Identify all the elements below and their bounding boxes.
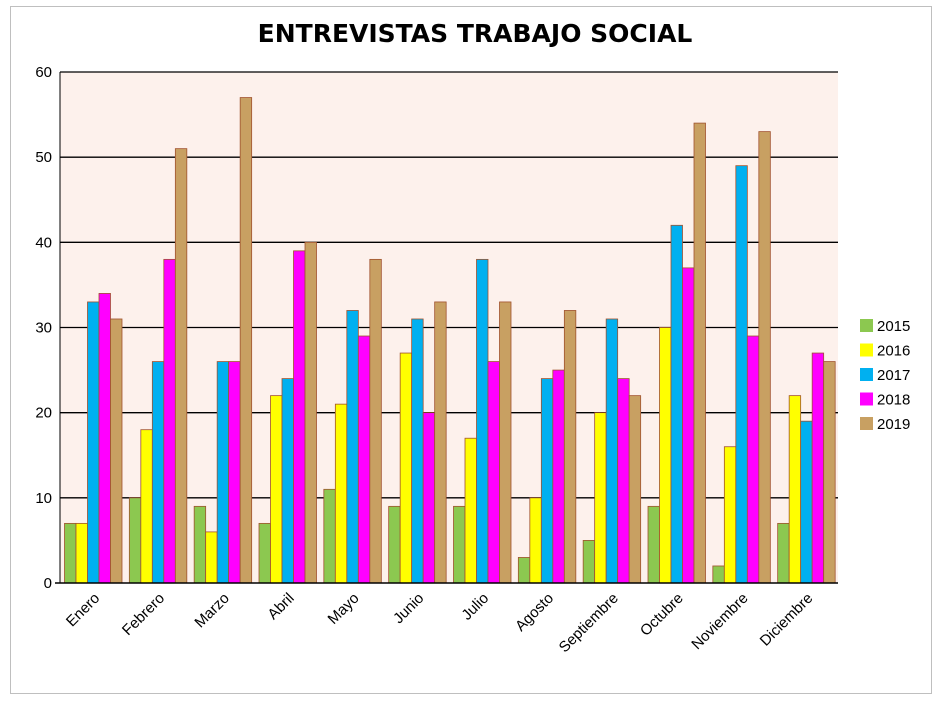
legend-swatch-2015 xyxy=(860,319,873,332)
bar-2017-marzo xyxy=(216,361,230,584)
bar-2019-marzo xyxy=(239,97,253,584)
bar-2019-septiembre xyxy=(628,395,642,584)
x-tick-label: Enero xyxy=(63,590,103,630)
bar-2016-enero xyxy=(75,522,88,584)
bar-2016-mayo xyxy=(334,403,348,584)
bar-2018-noviembre xyxy=(746,335,760,584)
legend-label-2019: 2019 xyxy=(877,416,910,433)
legend-swatch-2017 xyxy=(860,368,873,381)
bar-2015-octubre xyxy=(647,505,660,584)
bar-2019-febrero xyxy=(174,148,188,584)
y-tick-label: 60 xyxy=(35,64,52,81)
legend-swatch-2019 xyxy=(860,417,873,430)
x-tick-label: Septiembre xyxy=(556,590,622,656)
bar-2017-enero xyxy=(87,301,100,584)
bar-2016-marzo xyxy=(205,531,218,584)
bar-2016-noviembre xyxy=(723,446,737,584)
bar-2015-mayo xyxy=(323,488,336,584)
legend: 2015 2016 2017 2018 2019 xyxy=(860,318,910,433)
x-tick-label: Octubre xyxy=(637,590,687,640)
x-tick-label: Diciembre xyxy=(757,590,817,650)
gridlines xyxy=(60,71,838,499)
x-tick-label: Marzo xyxy=(191,590,232,631)
bar-2015-agosto xyxy=(517,557,531,584)
bar-2016-agosto xyxy=(529,497,542,584)
y-axis-ticks: 0 10 20 30 40 50 60 xyxy=(35,64,52,592)
y-tick-label: 20 xyxy=(35,405,52,422)
bar-2016-junio xyxy=(399,352,413,584)
bar-2018-junio xyxy=(422,412,436,584)
bar-2017-septiembre xyxy=(605,318,619,584)
bar-2018-septiembre xyxy=(617,378,630,584)
bar-2018-enero xyxy=(98,293,111,584)
y-tick-label: 10 xyxy=(35,490,52,507)
x-tick-label: Agosto xyxy=(512,590,557,635)
x-tick-label: Julio xyxy=(458,590,492,624)
bar-2015-marzo xyxy=(193,505,207,584)
bar-2015-febrero xyxy=(128,497,142,584)
bar-2017-diciembre xyxy=(800,420,813,584)
bar-2017-noviembre xyxy=(735,165,748,584)
bar-2019-diciembre xyxy=(823,361,836,584)
bar-2015-diciembre xyxy=(777,522,790,584)
bar-2018-agosto xyxy=(552,369,565,584)
bar-2016-julio xyxy=(464,437,477,584)
bar-2019-noviembre xyxy=(758,131,771,584)
y-tick-label: 0 xyxy=(44,575,52,592)
bar-2019-junio xyxy=(434,301,447,584)
y-tick-label: 30 xyxy=(35,320,52,337)
bar-2015-julio xyxy=(453,505,466,584)
x-tick-label: Febrero xyxy=(119,590,168,639)
bar-2019-agosto xyxy=(563,310,577,584)
bar-2019-enero xyxy=(110,318,123,584)
bar-2018-diciembre xyxy=(811,352,825,584)
bar-2015-septiembre xyxy=(582,540,596,584)
x-tick-label: Abril xyxy=(265,590,298,623)
bar-2017-agosto xyxy=(540,378,554,584)
bar-2018-febrero xyxy=(163,258,176,584)
x-axis-ticks: Enero Febrero Marzo Abril Mayo Junio Julio Agos… xyxy=(63,590,816,656)
bar-2018-julio xyxy=(487,361,500,584)
bar-2018-abril xyxy=(293,250,306,584)
legend-label-2018: 2018 xyxy=(877,392,910,409)
bar-2016-octubre xyxy=(659,327,672,584)
bar-2015-abril xyxy=(258,522,271,584)
bar-2017-junio xyxy=(411,318,424,584)
bar-2019-abril xyxy=(304,241,317,584)
bar-2017-febrero xyxy=(151,361,165,584)
x-tick-label: Noviembre xyxy=(688,590,751,653)
bars xyxy=(64,97,836,584)
legend-swatch-2016 xyxy=(860,343,873,357)
bar-2019-mayo xyxy=(369,258,382,584)
bar-2018-octubre xyxy=(682,267,695,584)
y-tick-label: 50 xyxy=(35,149,52,166)
bar-2016-septiembre xyxy=(594,412,607,584)
y-tick-label: 40 xyxy=(35,234,52,251)
bar-2017-mayo xyxy=(346,310,359,584)
bar-2018-mayo xyxy=(357,335,371,584)
bar-2016-abril xyxy=(270,395,283,584)
bar-2016-diciembre xyxy=(788,395,802,584)
bar-2015-enero xyxy=(64,522,77,584)
bar-2019-julio xyxy=(499,301,512,584)
legend-swatch-2018 xyxy=(860,392,873,406)
legend-label-2016: 2016 xyxy=(877,343,910,360)
bar-2017-abril xyxy=(281,378,294,584)
x-tick-label: Mayo xyxy=(325,590,363,628)
bar-2017-julio xyxy=(476,258,489,584)
legend-label-2017: 2017 xyxy=(877,367,910,384)
x-tick-label: Junio xyxy=(390,590,427,627)
bar-2018-marzo xyxy=(228,361,241,584)
bar-2019-octubre xyxy=(693,122,706,584)
legend-label-2015: 2015 xyxy=(877,318,910,335)
chart-title: ENTREVISTAS TRABAJO SOCIAL xyxy=(258,19,693,48)
bar-2016-febrero xyxy=(140,429,153,584)
axes xyxy=(55,72,838,584)
bar-2015-noviembre xyxy=(712,565,725,584)
bar-2015-junio xyxy=(388,505,401,584)
bar-2017-octubre xyxy=(670,224,683,584)
